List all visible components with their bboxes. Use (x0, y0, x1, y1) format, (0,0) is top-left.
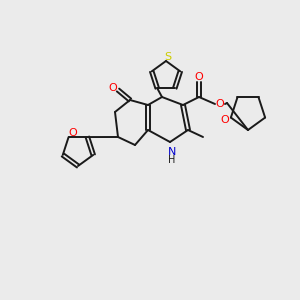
Text: O: O (109, 83, 117, 93)
Text: N: N (168, 147, 176, 157)
Text: O: O (68, 128, 77, 138)
Text: O: O (216, 99, 224, 109)
Text: O: O (195, 72, 203, 82)
Text: H: H (168, 155, 176, 165)
Text: O: O (220, 115, 229, 124)
Text: S: S (164, 52, 172, 62)
